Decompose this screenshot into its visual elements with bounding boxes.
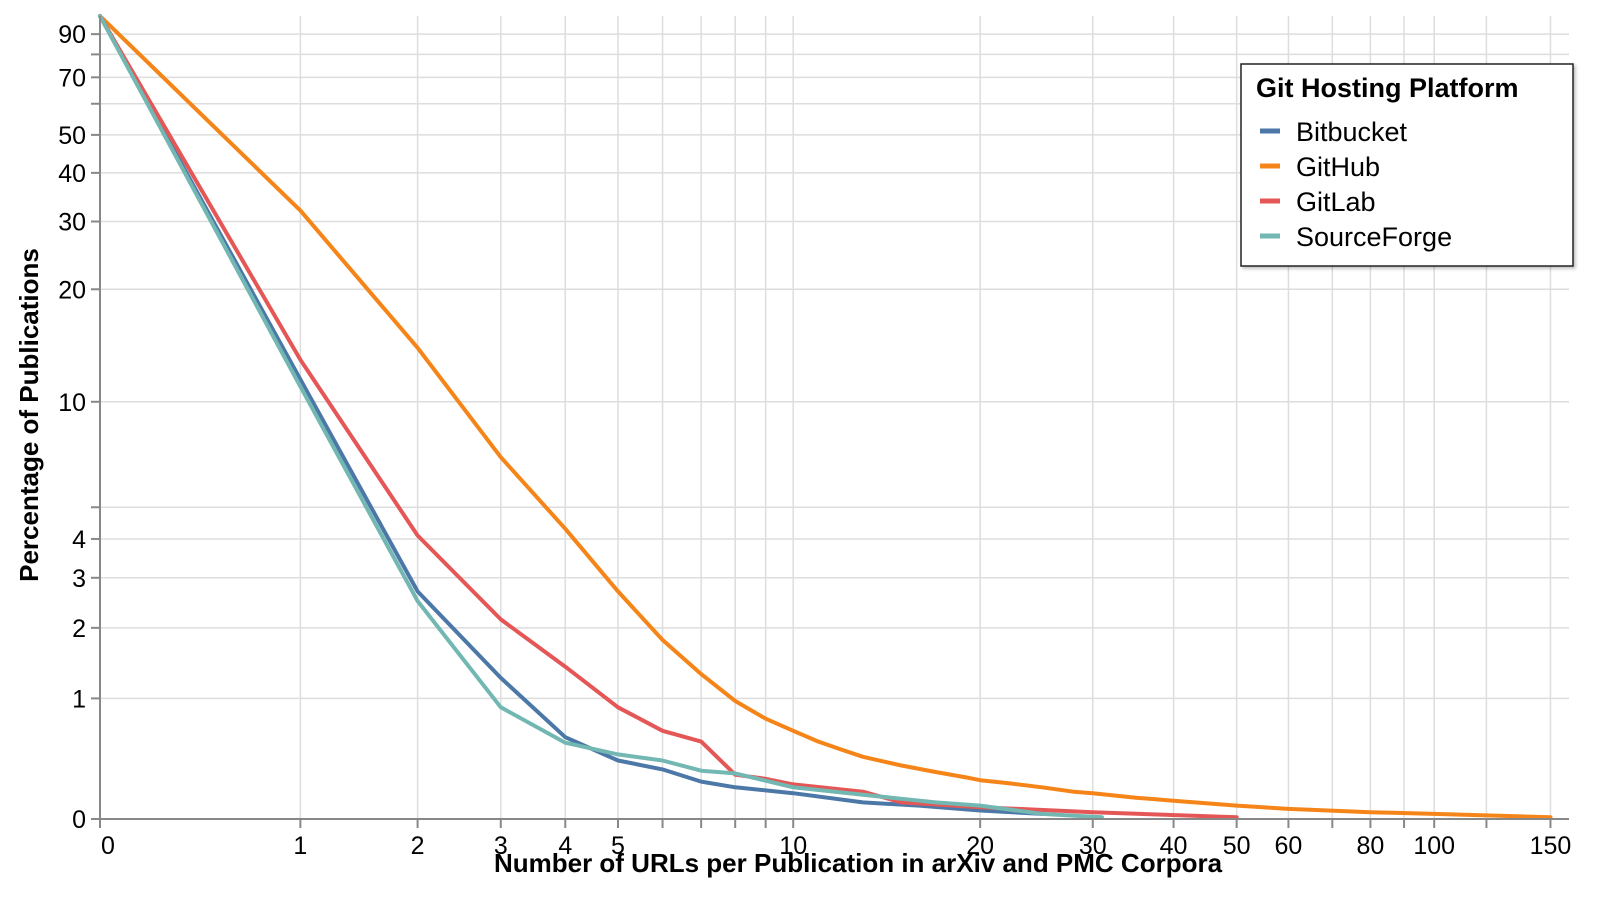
y-axis-title: Percentage of Publications bbox=[14, 248, 44, 582]
legend-items: Bitbucket GitHub GitLab SourceForge bbox=[1260, 117, 1452, 252]
legend-label-github: GitHub bbox=[1296, 152, 1380, 182]
y-tick-label: 1 bbox=[72, 685, 86, 713]
x-tick-label: 1 bbox=[293, 832, 307, 860]
x-tick-label: 0 bbox=[101, 832, 115, 860]
y-tick-label: 10 bbox=[58, 389, 86, 417]
y-tick-label: 50 bbox=[58, 122, 86, 150]
series-line-gitlab bbox=[98, 14, 1239, 820]
series-line-sourceforge bbox=[98, 14, 1104, 820]
x-tick-label: 2 bbox=[411, 832, 425, 860]
legend: Git Hosting Platform Bitbucket GitHub GitL… bbox=[1240, 63, 1574, 267]
y-tick-label: 70 bbox=[58, 64, 86, 92]
y-tick-label: 0 bbox=[72, 806, 86, 834]
x-tick-label: 80 bbox=[1356, 832, 1384, 860]
y-tick-label: 3 bbox=[72, 565, 86, 593]
x-tick-label: 5 bbox=[611, 832, 625, 860]
axes: 0 1 2 3 4 5 10 20 30 40 50 60 80 100 150 0 1 2 3 4 10 20 30 40 5… bbox=[58, 16, 1571, 860]
legend-title: Git Hosting Platform bbox=[1256, 73, 1519, 103]
series-lines bbox=[98, 14, 1553, 820]
y-tick-label: 2 bbox=[72, 615, 86, 643]
x-tick-label: 30 bbox=[1079, 832, 1107, 860]
x-tick-label: 20 bbox=[966, 832, 994, 860]
legend-label-sourceforge: SourceForge bbox=[1296, 222, 1452, 252]
x-tick-label: 150 bbox=[1530, 832, 1572, 860]
legend-label-bitbucket: Bitbucket bbox=[1296, 117, 1408, 147]
y-tick-label: 90 bbox=[58, 21, 86, 49]
x-tick-label: 4 bbox=[558, 832, 572, 860]
y-tick-label: 20 bbox=[58, 276, 86, 304]
legend-box bbox=[1240, 63, 1574, 267]
y-tick-label: 30 bbox=[58, 209, 86, 237]
x-axis-title: Number of URLs per Publication in arXiv … bbox=[494, 848, 1223, 878]
x-tick-label: 50 bbox=[1223, 832, 1251, 860]
y-tick-label: 40 bbox=[58, 160, 86, 188]
x-tick-label: 40 bbox=[1160, 832, 1188, 860]
y-tick-label: 4 bbox=[72, 526, 86, 554]
legend-label-gitlab: GitLab bbox=[1296, 187, 1376, 217]
x-tick-label: 10 bbox=[779, 832, 807, 860]
series-line-github bbox=[98, 14, 1553, 820]
series-line-bitbucket bbox=[98, 14, 1044, 816]
x-tick-label: 100 bbox=[1413, 832, 1455, 860]
x-tick-label: 3 bbox=[494, 832, 508, 860]
x-tick-label: 60 bbox=[1275, 832, 1303, 860]
